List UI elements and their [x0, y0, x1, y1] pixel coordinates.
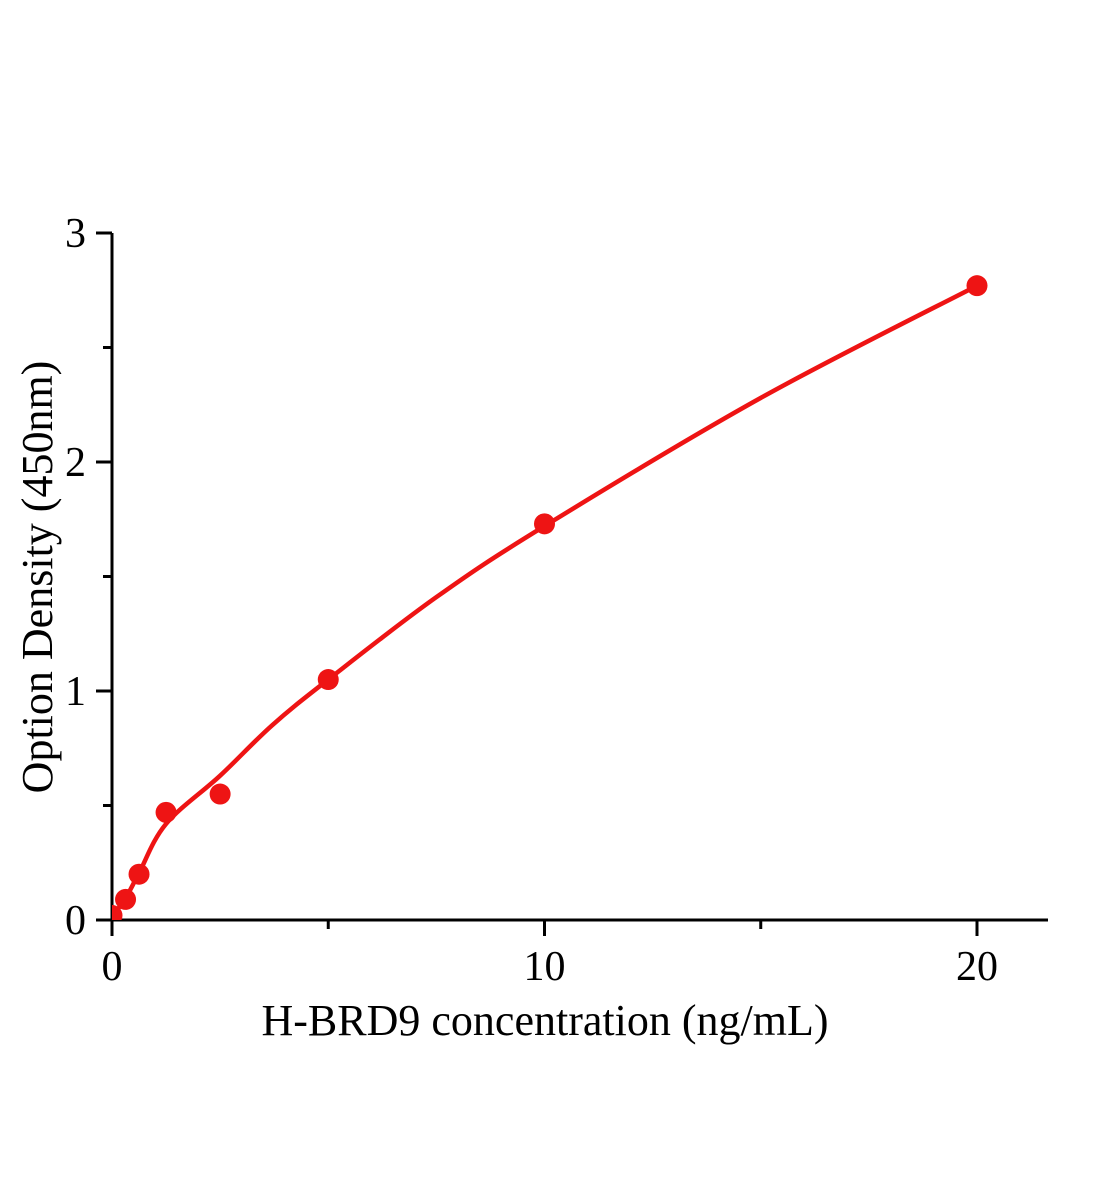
data-point-marker [115, 888, 137, 910]
plot-area [112, 275, 988, 920]
fit-curve [112, 283, 980, 919]
data-point-marker [112, 904, 123, 920]
y-axis-title: Option Density (450nm) [13, 361, 62, 794]
y-tick-label: 1 [65, 669, 86, 715]
y-tick-label: 0 [65, 898, 86, 944]
x-tick-label: 0 [102, 944, 123, 990]
data-point-marker [155, 801, 177, 823]
data-point-marker [534, 513, 555, 535]
y-tick-label: 2 [65, 440, 86, 486]
data-point-marker [966, 275, 988, 297]
x-tick-label: 20 [956, 944, 998, 990]
data-point-marker [317, 669, 339, 691]
tick-labels: 0 10 20 0 1 2 3 [65, 211, 998, 990]
x-axis-title: H-BRD9 concentration (ng/mL) [262, 996, 829, 1045]
x-tick-label: 10 [524, 944, 566, 990]
axes [96, 231, 1048, 936]
y-tick-label: 3 [65, 211, 86, 257]
data-point-marker [128, 863, 150, 885]
data-point-marker [209, 783, 231, 805]
